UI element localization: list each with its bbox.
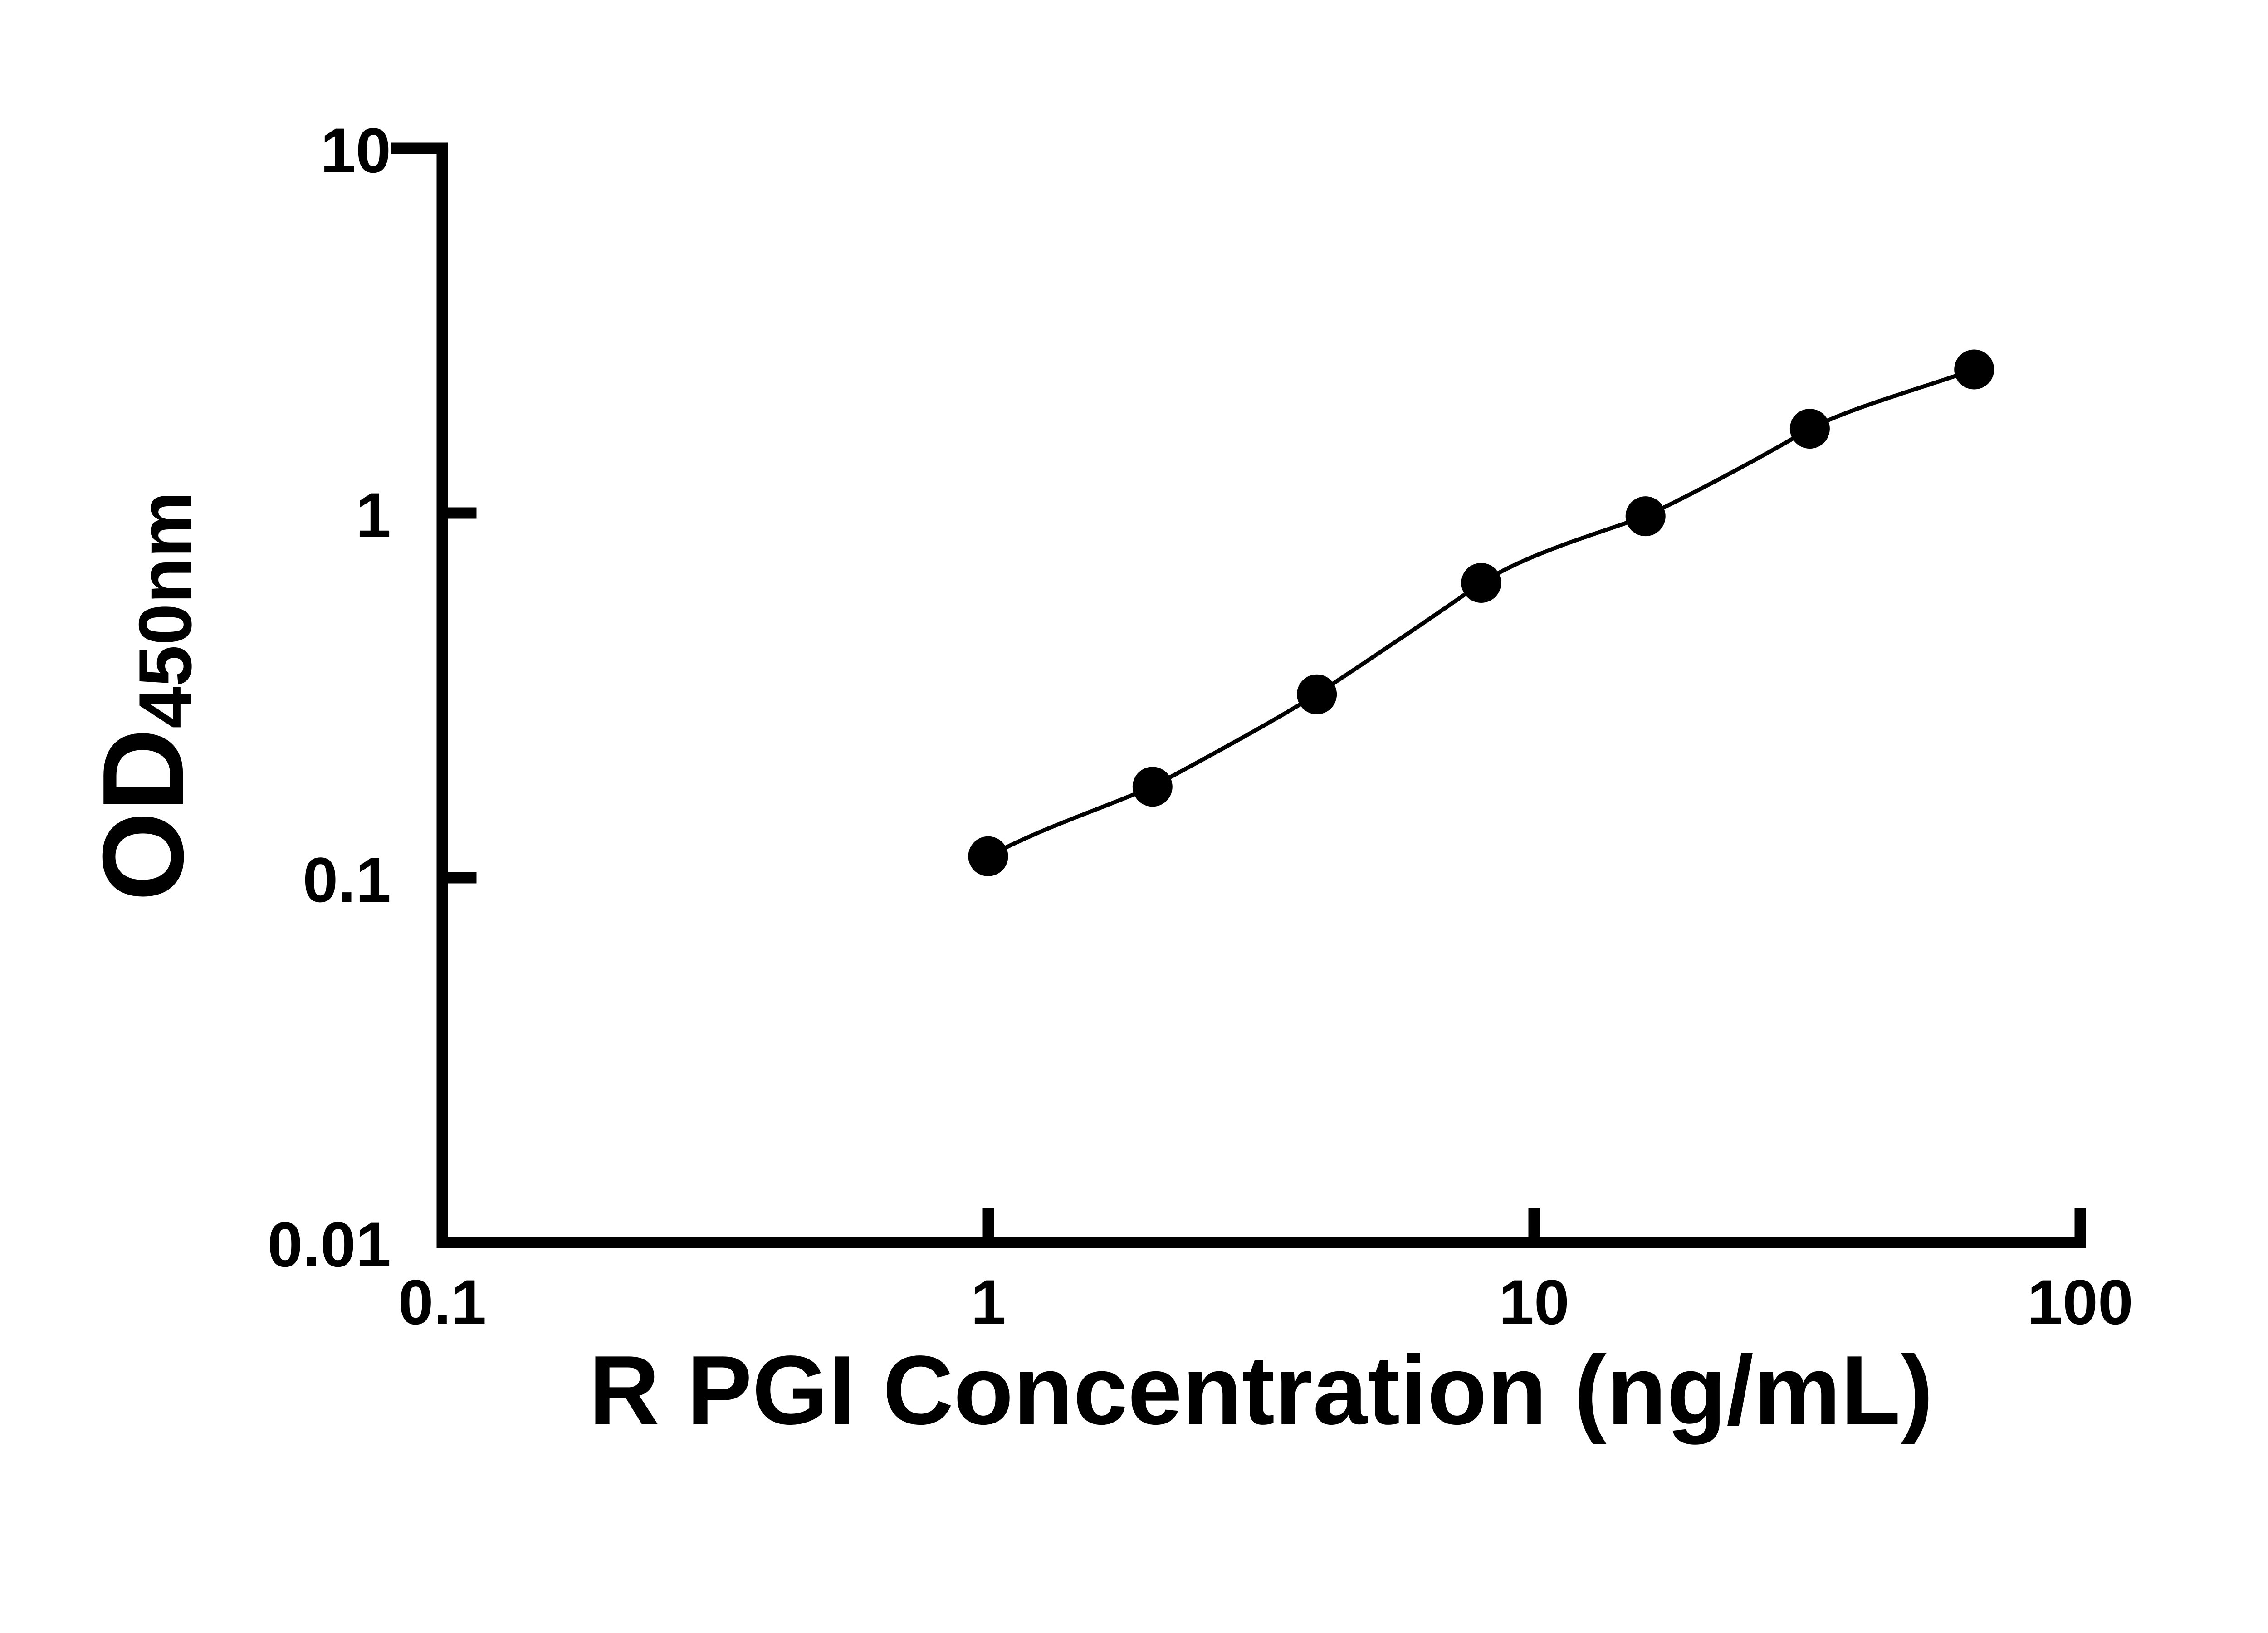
svg-text:10: 10 (1499, 1266, 1569, 1338)
svg-text:0.1: 0.1 (303, 844, 391, 915)
svg-text:10: 10 (320, 115, 391, 186)
svg-text:R PGI Concentration (ng/mL): R PGI Concentration (ng/mL) (589, 1335, 1933, 1445)
svg-text:0.01: 0.01 (268, 1209, 391, 1280)
svg-text:0.1: 0.1 (398, 1266, 487, 1338)
svg-text:100: 100 (2027, 1266, 2133, 1338)
svg-text:1: 1 (356, 479, 391, 551)
svg-text:1: 1 (971, 1266, 1006, 1338)
